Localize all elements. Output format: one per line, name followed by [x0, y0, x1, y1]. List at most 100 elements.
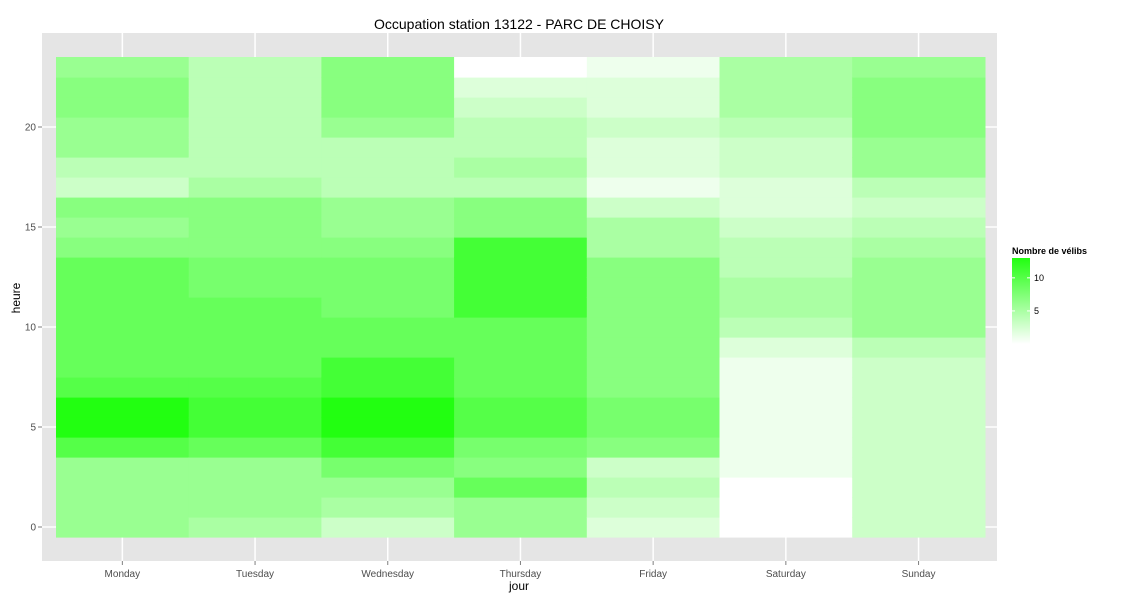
heatmap-tile	[56, 97, 190, 118]
heatmap-tile	[586, 77, 721, 98]
heatmap-tile	[56, 497, 190, 518]
heatmap-tile	[321, 297, 455, 318]
heatmap-tile	[321, 217, 455, 238]
heatmap-tile	[719, 257, 853, 278]
heatmap-tile	[586, 297, 721, 318]
heatmap-tile	[852, 437, 986, 458]
y-tick-label: 5	[30, 423, 36, 434]
heatmap-tile	[586, 357, 721, 378]
heatmap-tile	[188, 277, 322, 298]
heatmap-tile	[454, 337, 588, 358]
heatmap-tile	[586, 457, 721, 478]
x-axis-ticks: Monday Tuesday Wednesday Thursday Friday Satu…	[105, 561, 936, 580]
heatmap-tile	[188, 357, 322, 378]
heatmap-tile	[852, 517, 986, 538]
heatmap-tile	[321, 457, 455, 478]
heatmap-tile	[188, 397, 322, 418]
heatmap-tile	[321, 337, 455, 358]
heatmap-tile	[719, 317, 853, 338]
heatmap-tile	[454, 57, 588, 78]
x-tick-label: Thursday	[500, 569, 542, 580]
heatmap-tile	[454, 237, 588, 258]
heatmap-tile	[586, 437, 721, 458]
heatmap-tile	[188, 457, 322, 478]
heatmap-tile	[56, 297, 190, 318]
heatmap-tile	[321, 277, 455, 298]
heatmap-tile	[586, 317, 721, 338]
heatmap-tile	[321, 257, 455, 278]
legend-tick-label: 5	[1034, 306, 1039, 316]
heatmap-tile	[454, 97, 588, 118]
heatmap-tile	[321, 417, 455, 438]
heatmap-tile	[719, 337, 853, 358]
heatmap-tile	[56, 417, 190, 438]
heatmap-tile	[586, 157, 721, 178]
heatmap-tile	[56, 437, 190, 458]
heatmap-tile	[56, 177, 190, 198]
heatmap-tile	[454, 137, 588, 158]
heatmap-tile	[586, 257, 721, 278]
heatmap-tile	[454, 197, 588, 218]
heatmap-tile	[321, 517, 455, 538]
heatmap-tile	[321, 317, 455, 338]
heatmap-tile	[852, 77, 986, 98]
heatmap-tile	[454, 77, 588, 98]
heatmap-tile	[719, 457, 853, 478]
heatmap-tile	[321, 157, 455, 178]
legend-tick-label: 10	[1034, 273, 1044, 283]
heatmap-tile	[852, 237, 986, 258]
x-tick-label: Sunday	[902, 569, 936, 580]
heatmap-tile	[188, 517, 322, 538]
heatmap-tile	[56, 57, 190, 78]
heatmap-tile	[321, 117, 455, 138]
heatmap-tile	[188, 477, 322, 498]
heatmap-tile	[586, 57, 721, 78]
heatmap-tile	[321, 497, 455, 518]
heatmap-tile	[719, 237, 853, 258]
heatmap-tile	[852, 497, 986, 518]
heatmap-tile	[56, 237, 190, 258]
heatmap-tile	[454, 457, 588, 478]
heatmap-tile	[56, 197, 190, 218]
heatmap-tile	[719, 277, 853, 298]
y-tick-label: 10	[25, 323, 37, 334]
heatmap-tile	[719, 397, 853, 418]
heatmap-tile	[454, 417, 588, 438]
heatmap-tile	[586, 277, 721, 298]
heatmap-tile	[321, 97, 455, 118]
heatmap-tile	[852, 97, 986, 118]
heatmap-tile	[56, 317, 190, 338]
x-tick-label: Monday	[105, 569, 141, 580]
heatmap-tile	[586, 397, 721, 418]
heatmap-tile	[188, 197, 322, 218]
heatmap-tile	[719, 97, 853, 118]
heatmap-tiles	[56, 57, 986, 538]
legend: Nombre de vélibs 5 10	[1012, 246, 1087, 344]
x-axis-title: jour	[508, 579, 529, 593]
heatmap-tile	[852, 157, 986, 178]
heatmap-tile	[719, 417, 853, 438]
heatmap-tile	[852, 457, 986, 478]
heatmap-tile	[454, 497, 588, 518]
y-tick-label: 20	[25, 123, 37, 134]
heatmap-tile	[56, 257, 190, 278]
heatmap-tile	[852, 417, 986, 438]
heatmap-tile	[188, 417, 322, 438]
heatmap-tile	[454, 257, 588, 278]
heatmap-tile	[188, 117, 322, 138]
heatmap-tile	[188, 97, 322, 118]
heatmap-tile	[454, 297, 588, 318]
heatmap-tile	[719, 357, 853, 378]
heatmap-tile	[454, 517, 588, 538]
heatmap-tile	[56, 117, 190, 138]
x-tick-label: Saturday	[766, 569, 806, 580]
heatmap-tile	[188, 217, 322, 238]
heatmap-tile	[321, 437, 455, 458]
heatmap-tile	[852, 297, 986, 318]
legend-ticks: 5 10	[1012, 273, 1044, 316]
heatmap-tile	[56, 137, 190, 158]
heatmap-tile	[719, 77, 853, 98]
heatmap-tile	[719, 197, 853, 218]
heatmap-tile	[719, 517, 853, 538]
y-axis-ticks: 0 5 10 15 20	[25, 123, 42, 534]
